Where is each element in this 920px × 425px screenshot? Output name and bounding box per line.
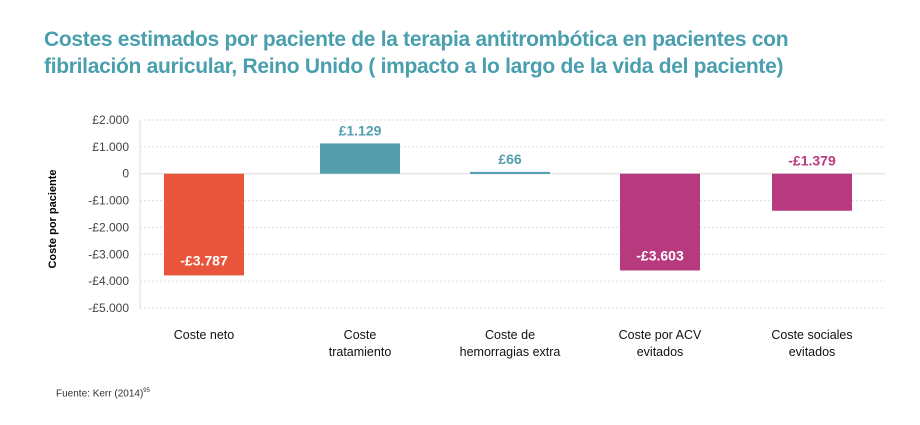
- y-axis-ticks: £2.000 £1.000 0 -£1.000 -£2.000 -£3.000 -£4.00…: [88, 113, 129, 315]
- source-ref: 95: [143, 388, 150, 394]
- bar: [470, 171, 550, 174]
- source-note: Fuente: Kerr (2014)95: [56, 388, 150, 399]
- y-axis-label: Coste por paciente: [47, 169, 59, 268]
- y-tick-label: -£2.000: [88, 220, 129, 234]
- source-label: Fuente:: [56, 388, 90, 400]
- chart-title-line-1: Costes estimados por paciente de la tera…: [44, 28, 789, 51]
- source-text: Kerr (2014): [92, 388, 144, 400]
- bar: [772, 173, 852, 211]
- chart-title-line-2: fibrilación auricular, Reino Unido ( imp…: [44, 55, 784, 78]
- y-tick-label: -£4.000: [88, 274, 129, 288]
- bar: [320, 143, 400, 174]
- data-label: -£3.787: [180, 252, 228, 268]
- y-tick-label: -£5.000: [88, 301, 129, 315]
- x-category-label: evitados: [789, 345, 836, 359]
- x-axis-categories: Coste neto Coste tratamiento Coste de hemorr…: [174, 328, 853, 359]
- data-label: £1.129: [339, 122, 382, 138]
- chart-title: Costes estimados por paciente de la tera…: [44, 26, 884, 80]
- y-tick-label: 0: [122, 167, 129, 181]
- x-category-label: hemorragias extra: [460, 345, 561, 359]
- x-category-label: Coste neto: [174, 328, 235, 342]
- y-tick-label: £2.000: [92, 113, 129, 127]
- data-label: -£1.379: [788, 153, 836, 169]
- bar: [620, 173, 700, 271]
- x-category-label: Coste sociales: [771, 328, 852, 342]
- y-tick-label: £1.000: [92, 140, 129, 154]
- bar: [164, 173, 244, 276]
- y-tick-label: -£1.000: [88, 194, 129, 208]
- y-tick-label: -£3.000: [88, 247, 129, 261]
- x-category-label: tratamiento: [329, 345, 392, 359]
- bars: -£3.787 £1.129 £66 -£3.603 -£1.379: [164, 122, 852, 276]
- gridlines: [139, 119, 885, 309]
- x-category-label: Coste por ACV: [619, 328, 702, 342]
- data-label: -£3.603: [636, 247, 684, 263]
- data-label: £66: [498, 151, 522, 167]
- x-category-label: Coste: [344, 328, 377, 342]
- x-category-label: Coste de: [485, 328, 535, 342]
- x-category-label: evitados: [637, 345, 684, 359]
